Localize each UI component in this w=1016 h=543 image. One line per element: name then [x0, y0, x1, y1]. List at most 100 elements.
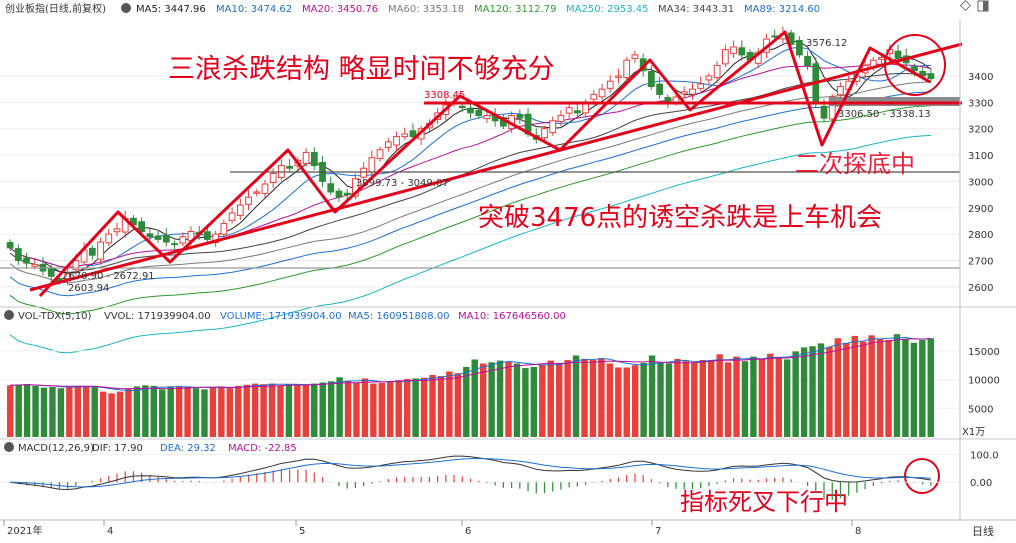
candle-body [327, 183, 335, 193]
price-label-low3: 3306.50 - 3338.13 [838, 109, 931, 120]
volume-bar [665, 363, 673, 437]
volume-bar [885, 339, 892, 437]
macd-grid [0, 454, 960, 483]
volume-bar [615, 367, 622, 437]
volume-bar [750, 356, 757, 437]
volume-bar [260, 384, 267, 437]
volume-bar [142, 385, 149, 437]
price-grid [0, 75, 960, 288]
candle-body [72, 259, 80, 271]
legend-item: MA10: 167646560.00 [458, 311, 566, 322]
volume-bar [133, 386, 141, 437]
legend-item: DEA: 29.32 [160, 443, 216, 454]
volume-bar [235, 385, 242, 437]
volume-bar [463, 366, 470, 437]
candle-body [14, 248, 22, 261]
volume-bar [488, 362, 495, 437]
candle-body [467, 107, 474, 114]
legend-item: MACD: -22.85 [228, 443, 297, 454]
legend-item: MA10: 3474.62 [216, 4, 292, 15]
candle-body [113, 228, 121, 233]
month-label: 7 [655, 526, 661, 537]
candle-body [590, 93, 598, 100]
ma-line [9, 63, 932, 268]
volume-bar [555, 362, 563, 437]
month-label: 4 [107, 526, 113, 537]
candle-body [31, 263, 39, 267]
volume-bar [640, 362, 647, 437]
macd-settings-icon[interactable] [4, 442, 14, 452]
ma-legend: MA5: 3447.96 MA10: 3474.62 MA20: 3450.76 MA… [136, 4, 820, 15]
candle-body [549, 120, 557, 134]
candle-body [795, 39, 803, 56]
legend-item: MA34: 3443.31 [658, 4, 734, 15]
legend-item: VOLUME: 171939904.00 [220, 311, 342, 322]
volume-bar [522, 368, 529, 437]
price-tick-label: 2600 [968, 283, 993, 294]
month-label: 6 [465, 526, 471, 537]
candle-body [401, 133, 409, 138]
candle-body [146, 233, 154, 238]
settings-icon[interactable] [121, 3, 131, 13]
candle-body [730, 46, 737, 55]
diamond-icon[interactable] [959, 0, 972, 12]
volume-bar [251, 383, 259, 437]
volume-bar [606, 363, 614, 437]
legend-item: MA5: 160951808.00 [348, 311, 450, 322]
volume-bar [243, 384, 250, 437]
volume-bars [7, 334, 934, 437]
volume-bar [116, 391, 124, 437]
vol-settings-icon[interactable] [4, 310, 14, 320]
volume-bar [311, 383, 318, 437]
candle-body [154, 235, 162, 240]
volume-bar [716, 354, 723, 437]
candle-body [483, 115, 491, 120]
volume-bar [800, 347, 808, 437]
legend-item: MA250: 2953.45 [566, 4, 648, 15]
candle-body [623, 59, 631, 79]
volume-bar [83, 385, 90, 437]
volume-bar [57, 388, 65, 437]
period-label[interactable]: 日线 [972, 524, 994, 538]
volume-bar [927, 338, 934, 437]
volume-bar [623, 367, 630, 437]
price-header: 创业板指(日线,前复权) MA5: 3447.96 MA10: 3474.62 MA… [5, 0, 989, 15]
legend-item: MA120: 3112.79 [474, 4, 556, 15]
candle-body [47, 267, 55, 277]
volume-bar [657, 362, 664, 437]
volume-bar [674, 358, 681, 437]
volume-bar [201, 389, 208, 437]
volume-bar [387, 381, 394, 437]
uptrend-line [29, 42, 963, 292]
volume-bar [851, 335, 858, 437]
volume-bar [429, 374, 436, 437]
candle-body [647, 71, 655, 88]
volume-bar [49, 387, 56, 437]
candle-body [689, 88, 696, 95]
volume-tick-label: 10000 [968, 376, 1000, 387]
volume-bar [505, 361, 512, 437]
volume-bar [648, 355, 656, 437]
candle-body [713, 64, 721, 79]
volume-bar [564, 360, 571, 437]
candle-body [269, 172, 277, 183]
price-tick-label: 3000 [968, 177, 993, 188]
ma-line [9, 134, 931, 354]
vol-legend: VVOL: 171939904.00 VOLUME: 171939904.00 MA… [104, 311, 566, 322]
volume-bar [184, 386, 191, 437]
legend-item: MA60: 3353.18 [388, 4, 464, 15]
volume-bar [108, 393, 115, 437]
volume-bar [876, 338, 884, 437]
candle-body [771, 35, 779, 38]
candle-body [705, 75, 713, 81]
candle-body [171, 243, 178, 246]
candle-body [565, 107, 573, 114]
price-label-low1: 2670.90 - 2672.91 [62, 271, 155, 282]
window-icon-fill [983, 1, 988, 11]
candle-body [335, 190, 343, 198]
volume-bar [395, 380, 402, 437]
volume-bar [125, 388, 132, 437]
candle-body [911, 66, 918, 72]
